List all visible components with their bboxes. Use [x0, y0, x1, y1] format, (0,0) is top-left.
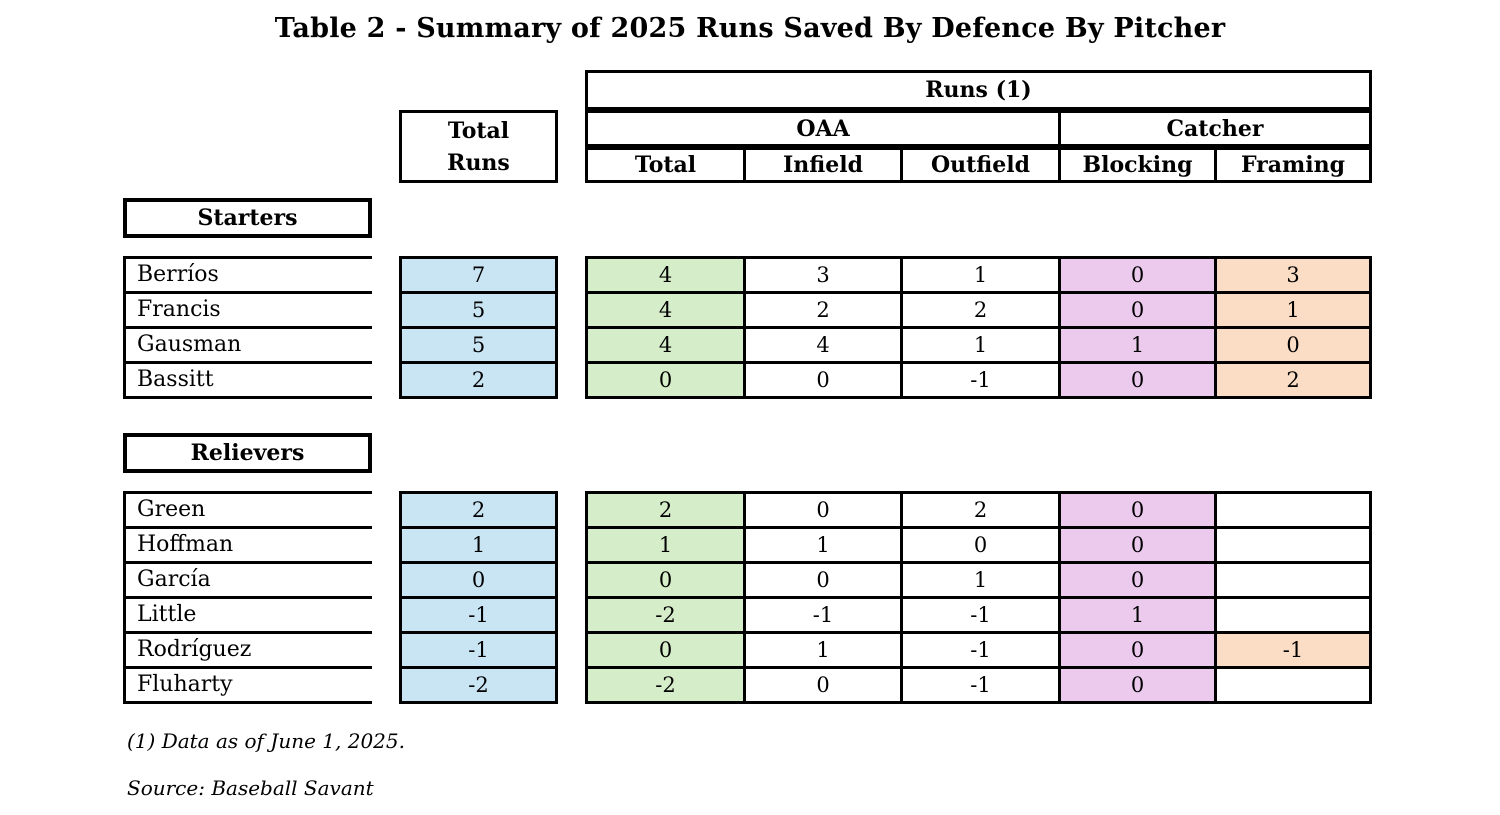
section-label-relievers: Relievers: [127, 437, 368, 469]
pitcher-name-cell: Gausman: [126, 329, 380, 361]
relievers-total-runs-column: 2 1 0 -1 -1 -2: [399, 491, 558, 704]
total-runs-cell: -1: [402, 599, 555, 631]
pitcher-name-cell: Bassitt: [126, 364, 380, 396]
blocking-cell: 0: [1061, 294, 1214, 326]
starters-name-column: Berríos Francis Gausman Bassitt: [123, 256, 380, 399]
oaa-total-cell: 4: [588, 294, 743, 326]
blocking-cell: 1: [1061, 329, 1214, 361]
framing-cell-blank: [1217, 529, 1369, 561]
framing-cell-blank: [1217, 669, 1369, 701]
header-catcher-group: Catcher: [1061, 113, 1369, 144]
framing-cell-blank: [1217, 599, 1369, 631]
total-runs-cell: 1: [402, 529, 555, 561]
oaa-total-cell: -2: [588, 669, 743, 701]
blocking-cell: 0: [1061, 564, 1214, 596]
oaa-total-cell: 0: [588, 364, 743, 396]
pitcher-name-cell: Fluharty: [126, 669, 380, 701]
infield-cell: 1: [746, 634, 900, 666]
framing-cell: 2: [1217, 364, 1369, 396]
infield-cell: 4: [746, 329, 900, 361]
infield-cell: 0: [746, 364, 900, 396]
pitcher-name-cell: Little: [126, 599, 380, 631]
starters-total-runs-column: 7 5 5 2: [399, 256, 558, 399]
total-runs-cell: 2: [402, 494, 555, 526]
oaa-total-cell: 4: [588, 329, 743, 361]
blocking-cell: 0: [1061, 364, 1214, 396]
infield-cell: 0: [746, 564, 900, 596]
section-label-relievers-box: Relievers: [123, 433, 372, 473]
blocking-cell: 0: [1061, 494, 1214, 526]
outfield-cell: -1: [903, 669, 1058, 701]
oaa-total-cell: 0: [588, 564, 743, 596]
framing-cell-blank: [1217, 564, 1369, 596]
total-runs-cell: -2: [402, 669, 555, 701]
oaa-total-cell: 4: [588, 259, 743, 291]
header-total-runs: Total Runs: [402, 113, 555, 180]
header-oaa-group: OAA: [588, 113, 1058, 144]
infield-cell: 2: [746, 294, 900, 326]
relievers-runs-grid: 2 0 2 0 1 1 0 0 0 0 1 0 -2 -1 -1 1 0 1 -…: [585, 491, 1372, 704]
pitcher-name-cell: Rodríguez: [126, 634, 380, 666]
header-subcolumn-row: Total Infield Outfield Blocking Framing: [585, 147, 1372, 183]
blocking-cell: 0: [1061, 634, 1214, 666]
header-total-runs-line1: Total: [447, 117, 510, 144]
relievers-name-column: Green Hoffman García Little Rodríguez Fl…: [123, 491, 380, 704]
framing-cell-blank: [1217, 494, 1369, 526]
blocking-cell: 1: [1061, 599, 1214, 631]
total-runs-cell: 7: [402, 259, 555, 291]
infield-cell: 1: [746, 529, 900, 561]
section-label-starters: Starters: [127, 202, 368, 234]
outfield-cell: 1: [903, 259, 1058, 291]
oaa-total-cell: -2: [588, 599, 743, 631]
framing-cell: 3: [1217, 259, 1369, 291]
infield-cell: -1: [746, 599, 900, 631]
pitcher-name-cell: Francis: [126, 294, 380, 326]
oaa-total-cell: 2: [588, 494, 743, 526]
header-col-framing: Framing: [1217, 150, 1369, 180]
framing-cell: -1: [1217, 634, 1369, 666]
oaa-total-cell: 1: [588, 529, 743, 561]
outfield-cell: -1: [903, 634, 1058, 666]
page-title: Table 2 - Summary of 2025 Runs Saved By …: [274, 13, 1226, 44]
total-runs-cell: 5: [402, 329, 555, 361]
framing-cell: 0: [1217, 329, 1369, 361]
header-group-row: OAA Catcher: [585, 110, 1372, 147]
outfield-cell: 0: [903, 529, 1058, 561]
outfield-cell: -1: [903, 364, 1058, 396]
source-note: Source: Baseball Savant: [127, 776, 374, 800]
pitcher-name-cell: Berríos: [126, 259, 380, 291]
section-label-starters-box: Starters: [123, 198, 372, 238]
blocking-cell: 0: [1061, 669, 1214, 701]
infield-cell: 0: [746, 669, 900, 701]
blocking-cell: 0: [1061, 259, 1214, 291]
header-runs-group-box: Runs (1): [585, 70, 1372, 110]
outfield-cell: -1: [903, 599, 1058, 631]
header-runs-group: Runs (1): [588, 73, 1369, 107]
outfield-cell: 1: [903, 329, 1058, 361]
header-total-runs-line2: Runs: [447, 149, 510, 176]
total-runs-cell: -1: [402, 634, 555, 666]
oaa-total-cell: 0: [588, 634, 743, 666]
header-total-runs-box: Total Runs: [399, 110, 558, 183]
infield-cell: 3: [746, 259, 900, 291]
header-col-outfield: Outfield: [903, 150, 1058, 180]
header-col-blocking: Blocking: [1061, 150, 1214, 180]
outfield-cell: 1: [903, 564, 1058, 596]
outfield-cell: 2: [903, 494, 1058, 526]
outfield-cell: 2: [903, 294, 1058, 326]
infield-cell: 0: [746, 494, 900, 526]
framing-cell: 1: [1217, 294, 1369, 326]
starters-runs-grid: 4 3 1 0 3 4 2 2 0 1 4 4 1 1 0 0 0 -1 0 2: [585, 256, 1372, 399]
pitcher-name-cell: García: [126, 564, 380, 596]
header-col-oaa-total: Total: [588, 150, 743, 180]
pitcher-name-cell: Green: [126, 494, 380, 526]
total-runs-cell: 0: [402, 564, 555, 596]
total-runs-cell: 5: [402, 294, 555, 326]
footnote: (1) Data as of June 1, 2025.: [127, 729, 405, 753]
header-col-infield: Infield: [746, 150, 900, 180]
blocking-cell: 0: [1061, 529, 1214, 561]
pitcher-name-cell: Hoffman: [126, 529, 380, 561]
total-runs-cell: 2: [402, 364, 555, 396]
